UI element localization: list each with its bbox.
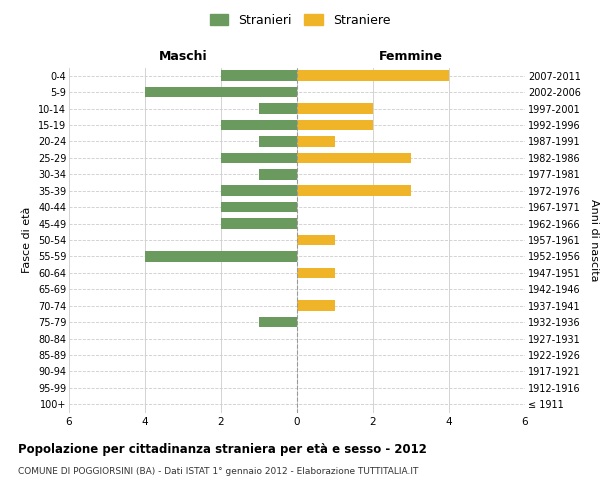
Bar: [221, 120, 297, 130]
Bar: [221, 218, 297, 229]
Bar: [145, 251, 297, 262]
Bar: [259, 103, 297, 114]
Bar: [297, 120, 373, 130]
Y-axis label: Fasce di età: Fasce di età: [22, 207, 32, 273]
Legend: Stranieri, Straniere: Stranieri, Straniere: [205, 8, 395, 32]
Text: Maschi: Maschi: [158, 50, 208, 62]
Bar: [297, 300, 335, 311]
Bar: [259, 136, 297, 147]
Bar: [221, 186, 297, 196]
Bar: [259, 169, 297, 179]
Bar: [297, 186, 411, 196]
Text: Popolazione per cittadinanza straniera per età e sesso - 2012: Popolazione per cittadinanza straniera p…: [18, 442, 427, 456]
Bar: [297, 70, 449, 81]
Y-axis label: Anni di nascita: Anni di nascita: [589, 198, 599, 281]
Bar: [297, 136, 335, 147]
Bar: [297, 234, 335, 246]
Bar: [259, 317, 297, 328]
Bar: [221, 202, 297, 212]
Bar: [297, 268, 335, 278]
Bar: [221, 70, 297, 81]
Bar: [145, 87, 297, 98]
Bar: [221, 152, 297, 163]
Bar: [297, 152, 411, 163]
Bar: [297, 103, 373, 114]
Text: COMUNE DI POGGIORSINI (BA) - Dati ISTAT 1° gennaio 2012 - Elaborazione TUTTITALI: COMUNE DI POGGIORSINI (BA) - Dati ISTAT …: [18, 468, 418, 476]
Text: Femmine: Femmine: [379, 50, 443, 62]
